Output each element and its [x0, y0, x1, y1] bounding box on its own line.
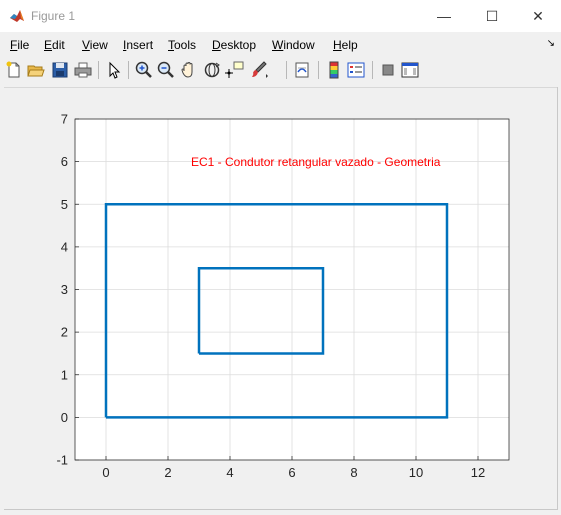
- hide-plot-tools-icon[interactable]: [378, 60, 398, 80]
- brush-icon[interactable]: [249, 60, 269, 80]
- y-tick-label: 1: [61, 367, 68, 382]
- y-tick-label: 7: [61, 112, 68, 127]
- maximize-button[interactable]: ☐: [469, 0, 515, 32]
- print-icon[interactable]: [73, 60, 93, 80]
- menu-bar: File Edit View Insert Tools Desktop Wind…: [0, 34, 561, 56]
- zoom-out-icon[interactable]: [156, 60, 176, 80]
- y-tick-label: 3: [61, 282, 68, 297]
- x-tick-label: 2: [164, 465, 171, 480]
- menu-tools[interactable]: Tools: [168, 38, 196, 52]
- pan-icon[interactable]: [179, 60, 199, 80]
- colorbar-icon[interactable]: [324, 60, 344, 80]
- x-tick-label: 6: [288, 465, 295, 480]
- menu-view[interactable]: View: [82, 38, 108, 52]
- plot-annotation: EC1 - Condutor retangular vazado - Geome…: [191, 155, 441, 169]
- menu-edit[interactable]: Edit: [44, 38, 65, 52]
- matlab-logo-icon: [9, 9, 25, 23]
- menu-file[interactable]: File: [10, 38, 29, 52]
- toolbar-separator: [372, 61, 373, 79]
- y-tick-label: 0: [61, 410, 68, 425]
- menu-help[interactable]: Help: [333, 38, 358, 52]
- y-tick-label: 4: [61, 239, 68, 254]
- legend-icon[interactable]: [346, 60, 366, 80]
- window-border: [4, 509, 558, 510]
- x-tick-label: 10: [409, 465, 423, 480]
- pointer-icon[interactable]: [104, 60, 124, 80]
- close-button[interactable]: ✕: [515, 0, 561, 32]
- menu-insert[interactable]: Insert: [123, 38, 153, 52]
- x-tick-label: 4: [226, 465, 233, 480]
- y-tick-label: 6: [61, 154, 68, 169]
- open-file-icon[interactable]: [26, 60, 46, 80]
- new-figure-icon[interactable]: [4, 60, 24, 80]
- menu-window[interactable]: Window: [272, 38, 315, 52]
- y-tick-label: 2: [61, 325, 68, 340]
- x-tick-label: 8: [350, 465, 357, 480]
- x-tick-label: 12: [471, 465, 485, 480]
- menu-desktop[interactable]: Desktop: [212, 38, 256, 52]
- data-cursor-icon[interactable]: [225, 60, 245, 80]
- y-tick-label: -1: [56, 453, 68, 468]
- window-title: Figure 1: [31, 9, 75, 23]
- x-tick-label: 0: [102, 465, 109, 480]
- zoom-in-icon[interactable]: [134, 60, 154, 80]
- title-bar[interactable]: Figure 1 — ☐ ✕: [0, 0, 561, 32]
- toolbar-separator: [128, 61, 129, 79]
- show-plot-tools-icon[interactable]: [400, 60, 420, 80]
- y-tick-label: 5: [61, 197, 68, 212]
- toolbar-separator: [98, 61, 99, 79]
- dock-arrow-icon[interactable]: ↘: [547, 38, 555, 49]
- figure-canvas: 0 2 4 6 8 10 12 -1 0 1 2 3 4 5 6 7 EC1 - Condutor retan…: [4, 87, 557, 510]
- minimize-button[interactable]: —: [421, 0, 467, 32]
- save-icon[interactable]: [50, 60, 70, 80]
- figure-toolbar: [0, 58, 561, 84]
- toolbar-separator: [286, 61, 287, 79]
- toolbar-separator: [318, 61, 319, 79]
- rotate-3d-icon[interactable]: [202, 60, 222, 80]
- link-plot-icon[interactable]: [292, 60, 312, 80]
- window-border: [557, 87, 558, 509]
